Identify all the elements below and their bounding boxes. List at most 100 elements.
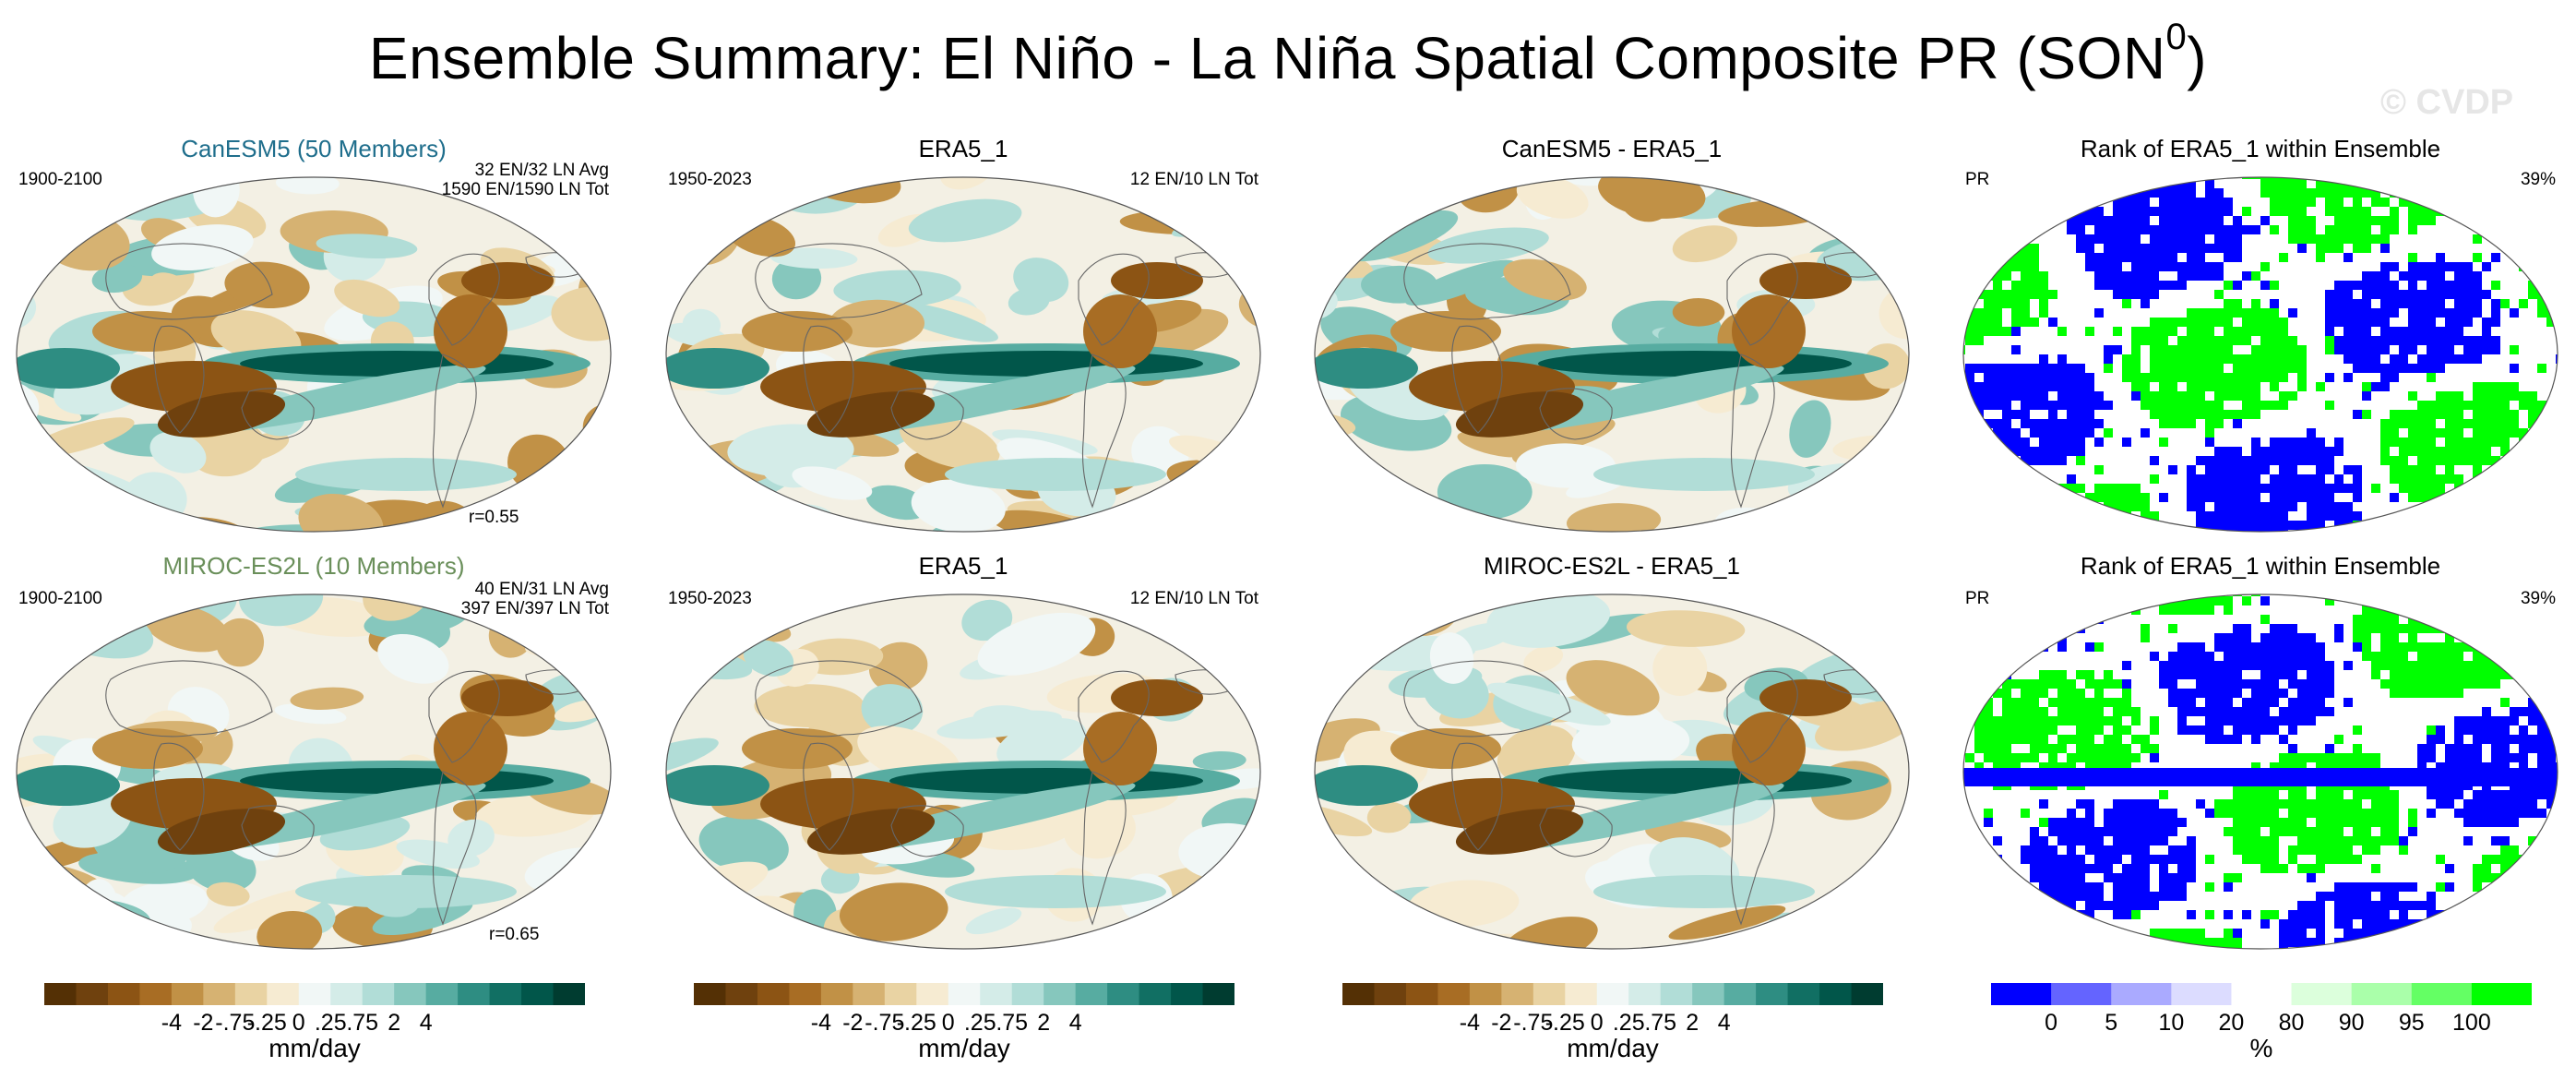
- rank-cell: [2205, 725, 2214, 735]
- precip-anomaly: [1317, 594, 1409, 626]
- rank-cell: [2491, 790, 2500, 799]
- rank-cell: [2353, 308, 2362, 318]
- rank-cell: [2307, 521, 2316, 530]
- rank-cell: [2177, 594, 2187, 596]
- coastline: [153, 325, 205, 434]
- rank-cell: [2002, 642, 2011, 652]
- rank-cell: [2510, 615, 2519, 624]
- precip-anomaly: [1593, 458, 1815, 491]
- precip-anomaly: [1672, 297, 1725, 327]
- rank-cell: [2546, 290, 2556, 299]
- rank-cell: [2380, 234, 2390, 244]
- rank-cell: [2076, 447, 2085, 456]
- rank-cell: [2279, 207, 2288, 216]
- rank-cell: [2196, 373, 2205, 382]
- rank-cell: [2362, 336, 2371, 345]
- rank-cell: [2187, 873, 2196, 882]
- rank-cell: [2500, 753, 2510, 762]
- precip-anomaly: [977, 612, 1096, 676]
- rank-cell: [2343, 882, 2353, 892]
- rank-cell: [2445, 864, 2454, 873]
- rank-cell: [2177, 882, 2187, 892]
- rank-cell: [2362, 318, 2371, 327]
- rank-cell: [2094, 262, 2104, 271]
- rank-cell: [2279, 827, 2288, 836]
- rank-cell: [2251, 679, 2260, 689]
- rank-cell: [2205, 652, 2214, 661]
- rank-cell: [2408, 689, 2417, 698]
- rank-cell: [2177, 855, 2187, 864]
- rank-cell: [2104, 493, 2113, 502]
- rank-cell: [2057, 373, 2067, 382]
- pattern-correlation: r=0.55: [469, 508, 519, 527]
- rank-cell: [2150, 809, 2159, 818]
- rank-cell: [2270, 225, 2279, 234]
- rank-cell: [2214, 633, 2224, 642]
- rank-cell: [2177, 410, 2187, 419]
- rank-cell: [2150, 521, 2159, 530]
- rank-cell: [1984, 864, 1993, 873]
- rank-cell: [2187, 689, 2196, 698]
- rank-cell: [1965, 938, 1974, 947]
- rank-cell: [2408, 262, 2417, 271]
- rank-cell: [2417, 401, 2427, 410]
- rank-cell: [2233, 308, 2242, 318]
- rank-cell: [2427, 892, 2436, 901]
- precip-anomaly: [1538, 351, 1852, 377]
- rank-cell: [2021, 364, 2030, 373]
- rank-cell: [2436, 364, 2445, 373]
- rank-cell: [2390, 207, 2399, 216]
- rank-cell: [2224, 382, 2233, 391]
- rank-cell: [2353, 929, 2362, 938]
- rank-cell: [2380, 809, 2390, 818]
- rank-cell: [2279, 401, 2288, 410]
- rank-cell: [2307, 836, 2316, 845]
- rank-cell: [2519, 225, 2528, 234]
- rank-cell: [2454, 661, 2463, 670]
- rank-cell: [2390, 456, 2399, 465]
- rank-cell: [1963, 188, 1965, 198]
- rank-cell: [2528, 502, 2537, 511]
- rank-cell: [2251, 299, 2260, 308]
- rank-cell: [2224, 689, 2233, 698]
- panel-rank-era5-2: Rank of ERA5_1 within Ensemble PR 39%: [1956, 552, 2565, 958]
- rank-cell: [2076, 836, 2085, 845]
- precip-anomaly: [666, 737, 719, 780]
- rank-cell: [2279, 707, 2288, 716]
- rank-cell: [2371, 179, 2380, 188]
- rank-cell: [2316, 855, 2325, 864]
- rank-cell: [2537, 262, 2546, 271]
- rank-cell: [2067, 892, 2076, 901]
- rank-cell: [2528, 744, 2537, 753]
- rank-cell: [2500, 698, 2510, 707]
- precip-anomaly: [213, 886, 332, 933]
- event-count-label: 32 EN/32 LN Avg 1590 EN/1590 LN Tot: [441, 161, 609, 199]
- rank-cell: [2085, 262, 2094, 271]
- rank-cell: [2519, 744, 2528, 753]
- rank-cell: [2307, 530, 2316, 532]
- rank-cell: [2528, 642, 2537, 652]
- rank-cell: [2251, 809, 2260, 818]
- rank-cell: [2057, 502, 2067, 511]
- rank-cell: [2150, 753, 2159, 762]
- rank-cell: [2021, 605, 2030, 615]
- rank-cell: [2196, 364, 2205, 373]
- rank-cell: [2353, 336, 2362, 345]
- rank-cell: [2288, 493, 2297, 502]
- rank-cell: [2196, 661, 2205, 670]
- rank-cell: [2048, 484, 2057, 493]
- rank-cell: [2445, 438, 2454, 447]
- rank-cell: [2380, 901, 2390, 910]
- rank-cell: [1984, 615, 1993, 624]
- rank-cell: [2085, 716, 2094, 725]
- rank-cell: [2141, 873, 2150, 882]
- precip-anomaly: [461, 679, 554, 716]
- rank-cell: [2463, 271, 2473, 281]
- rank-cell: [2279, 318, 2288, 327]
- rank-cell: [2048, 845, 2057, 855]
- rank-cell: [2316, 901, 2325, 910]
- rank-cell: [2094, 845, 2104, 855]
- rank-cell: [2002, 364, 2011, 373]
- rank-cell: [1974, 873, 1984, 882]
- rank-cell: [2205, 271, 2214, 281]
